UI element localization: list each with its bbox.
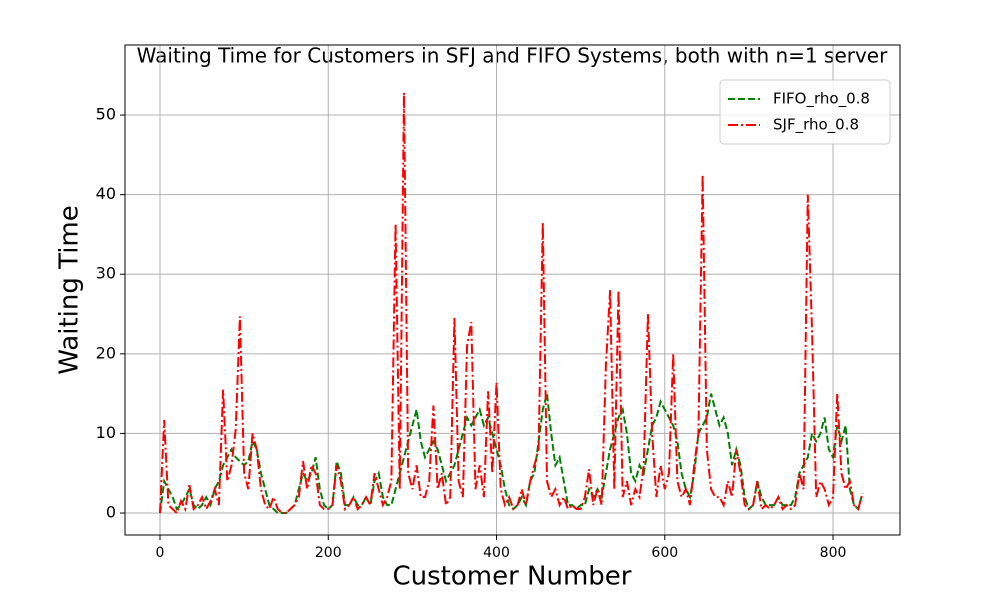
legend-box [719,79,891,145]
y-tick-label: 30 [96,264,116,283]
x-tick-label: 400 [483,545,510,561]
chart-title: Waiting Time for Customers in SFJ and FI… [137,44,888,68]
legend-label: SJF_rho_0.8 [773,116,859,135]
line-series [159,92,864,515]
x-tick-label: 800 [820,545,847,561]
y-tick-label: 10 [96,423,116,442]
x-tick-label: 0 [156,545,165,561]
x-tick-label: 200 [315,545,342,561]
line-series [159,393,864,515]
x-axis-label: Customer Number [392,562,631,592]
y-tick-label: 40 [96,184,116,203]
plot-frame [124,44,901,536]
x-tick-label: 600 [651,545,678,561]
legend-label: FIFO_rho_0.8 [773,90,870,109]
y-tick-label: 50 [96,105,116,124]
y-tick-label: 0 [106,503,116,522]
y-axis-label: Waiting Time [55,205,85,375]
y-tick-label: 20 [96,343,116,362]
